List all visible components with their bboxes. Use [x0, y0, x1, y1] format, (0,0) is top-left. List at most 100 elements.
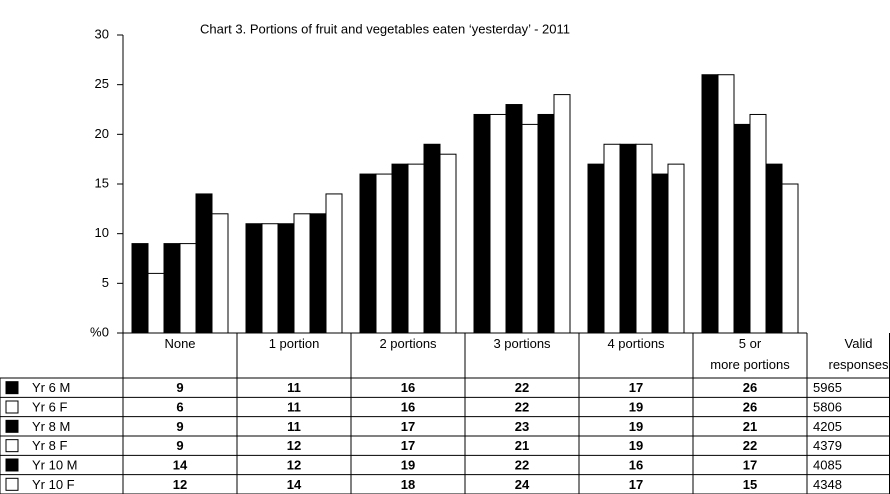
category-label-box: 3 portions	[493, 336, 550, 351]
table-value: 18	[401, 477, 415, 492]
bar	[587, 163, 605, 334]
table-value: 17	[401, 419, 415, 434]
y-axis-label: %	[90, 324, 102, 339]
category-label-box: 4 portions	[607, 336, 665, 351]
chart-title: Chart 3. Portions of fruit and vegetable…	[200, 21, 570, 36]
table-value: 21	[743, 419, 757, 434]
table-value: 9	[176, 380, 183, 395]
bar	[179, 243, 197, 334]
table-value: 17	[629, 380, 643, 395]
bar	[603, 143, 621, 334]
bar	[131, 243, 149, 334]
bar	[325, 193, 343, 334]
table-value: 21	[515, 438, 529, 453]
category-label-box: 5 or more portions	[710, 336, 790, 372]
legend-swatch	[5, 477, 19, 491]
bar	[359, 173, 377, 334]
bar	[277, 223, 295, 334]
valid-responses: 4348	[813, 477, 842, 492]
bar	[147, 272, 165, 334]
bar	[733, 123, 751, 334]
table-value: 19	[629, 399, 643, 414]
bar	[375, 173, 393, 334]
table-value: 14	[173, 457, 188, 472]
bar	[261, 223, 279, 334]
y-tick-label: 20	[95, 126, 109, 141]
table-value: 19	[401, 457, 415, 472]
bar	[667, 163, 685, 334]
bar	[293, 213, 311, 334]
table-value: 6	[176, 399, 183, 414]
table-value: 16	[401, 399, 415, 414]
legend-swatch	[5, 381, 19, 395]
y-tick-label: 5	[102, 275, 109, 290]
valid-responses-header: Valid responses	[828, 336, 889, 372]
legend-label: Yr 8 M	[32, 419, 70, 434]
table-value: 22	[515, 399, 529, 414]
y-tick-label: 25	[95, 76, 109, 91]
table-value: 22	[743, 438, 757, 453]
table-value: 17	[629, 477, 643, 492]
bar	[553, 94, 571, 334]
table-value: 12	[287, 457, 301, 472]
legend-swatch	[5, 439, 19, 453]
bar	[309, 213, 327, 334]
category-label: 1 portion	[268, 336, 320, 351]
legend-swatch	[5, 419, 19, 433]
table-value: 16	[401, 380, 415, 395]
valid-responses: 5965	[813, 380, 842, 395]
table-value: 11	[287, 380, 301, 395]
table-value: 17	[743, 457, 757, 472]
bar	[163, 243, 181, 334]
bar	[423, 143, 441, 334]
category-label: 2 portions	[379, 336, 437, 351]
bar	[717, 74, 735, 334]
bar	[439, 153, 457, 334]
table-value: 26	[743, 380, 757, 395]
legend-label: Yr 6 F	[32, 399, 67, 414]
category-label-box: None	[164, 336, 196, 351]
table-value: 11	[287, 399, 301, 414]
table-value: 12	[287, 438, 301, 453]
valid-responses: 5806	[813, 399, 842, 414]
bar	[489, 113, 507, 334]
legend-label: Yr 10 F	[32, 477, 75, 492]
category-label: 4 portions	[607, 336, 665, 351]
category-label: None	[164, 336, 196, 351]
table-value: 9	[176, 438, 183, 453]
valid-responses: 4205	[813, 419, 842, 434]
table-value: 14	[287, 477, 302, 492]
legend-swatch	[5, 458, 19, 472]
y-tick-label: 0	[102, 324, 109, 339]
bar	[537, 113, 555, 334]
bar	[635, 143, 653, 334]
bar	[701, 74, 719, 334]
valid-responses-header-box: Valid responses	[828, 336, 889, 372]
table-value: 24	[515, 477, 530, 492]
bar	[781, 183, 799, 334]
category-label: 5 or more portions	[710, 336, 790, 372]
table-value: 26	[743, 399, 757, 414]
bar	[245, 223, 263, 334]
bar	[195, 193, 213, 334]
bar	[391, 163, 409, 334]
bar	[749, 113, 767, 334]
bar	[505, 104, 523, 334]
legend-label: Yr 6 M	[32, 380, 70, 395]
legend-label: Yr 10 M	[32, 457, 78, 472]
category-label-box: 1 portion	[268, 336, 320, 351]
bar	[521, 123, 539, 334]
valid-responses: 4379	[813, 438, 842, 453]
table-value: 11	[287, 419, 301, 434]
table-value: 19	[629, 419, 643, 434]
category-label-box: 2 portions	[379, 336, 437, 351]
bar	[473, 113, 491, 334]
bar	[407, 163, 425, 334]
table-value: 22	[515, 380, 529, 395]
table-value: 17	[401, 438, 415, 453]
table-value: 9	[176, 419, 183, 434]
table-value: 16	[629, 457, 643, 472]
bar	[765, 163, 783, 334]
table-value: 19	[629, 438, 643, 453]
